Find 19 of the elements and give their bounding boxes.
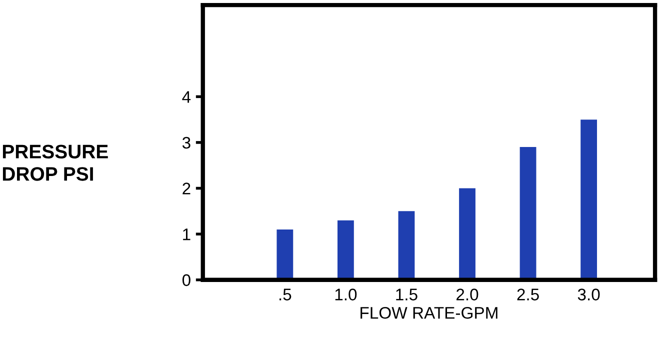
y-tick-label: 2 [182, 182, 190, 194]
bar [459, 188, 476, 280]
x-tick-label: 2.5 [517, 288, 539, 300]
y-tick-label: 4 [182, 91, 191, 103]
x-tick-label: 3.0 [578, 288, 600, 300]
bar [580, 120, 598, 280]
x-axis-title: FLOW RATE-GPM [360, 306, 498, 319]
y-axis-title: PRESSURE DROP PSI [2, 144, 108, 181]
y-tick-label: 3 [182, 136, 190, 149]
bar [276, 229, 294, 280]
bar [337, 220, 354, 280]
y-tick-label: 1 [183, 228, 190, 240]
x-tick-label: 2.0 [456, 288, 478, 300]
bar [398, 211, 415, 280]
x-tick-label: 1.0 [335, 288, 357, 300]
bar [520, 147, 536, 280]
x-tick-label: .5 [279, 288, 292, 300]
y-tick-label: 0 [182, 274, 190, 286]
x-tick-label: 1.5 [396, 288, 418, 300]
